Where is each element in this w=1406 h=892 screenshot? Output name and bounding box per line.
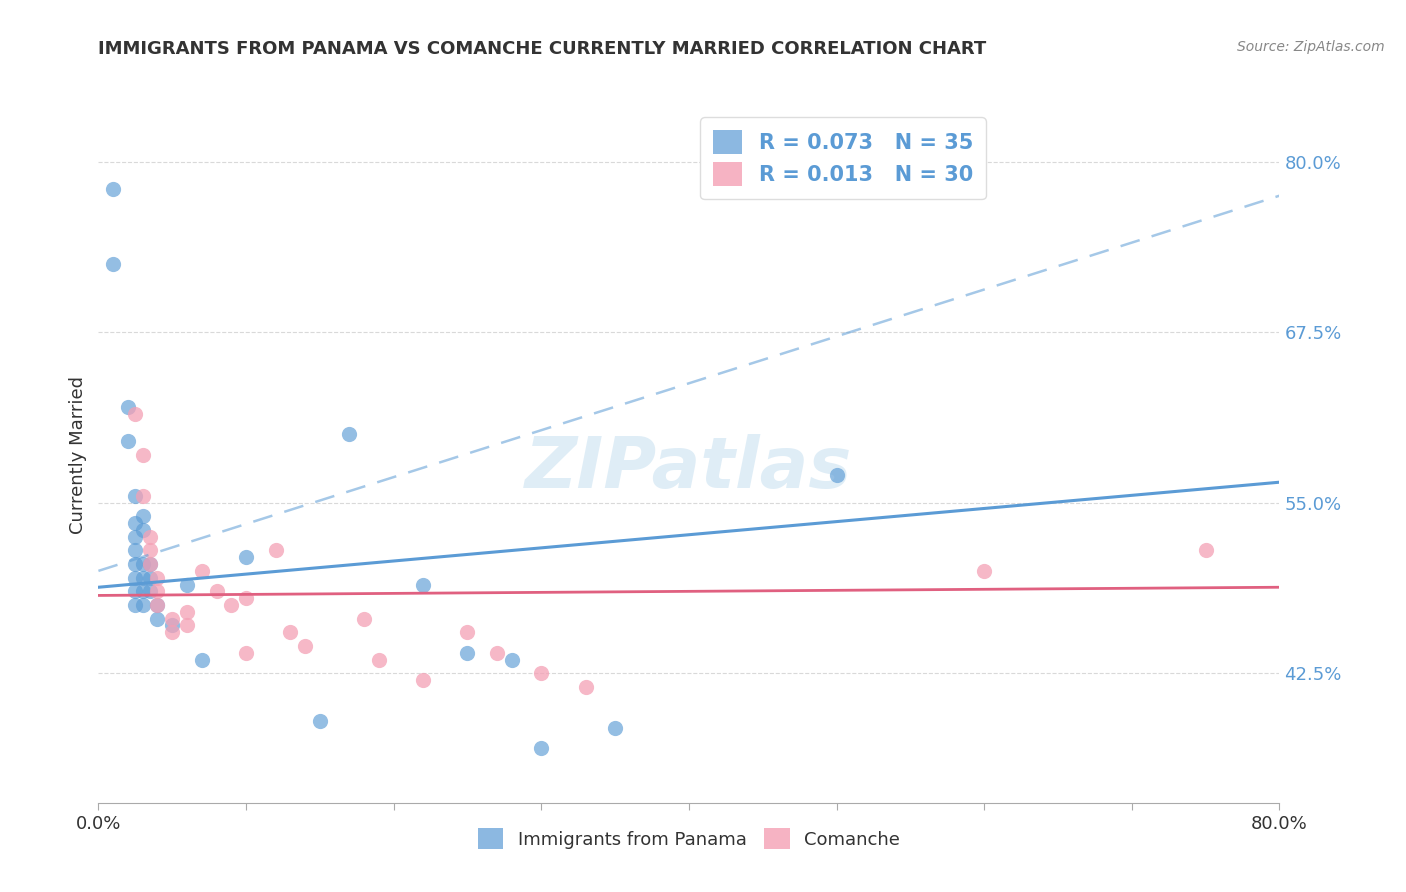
Point [124, 407, 146, 421]
Point [139, 571, 162, 585]
Y-axis label: Currently Married: Currently Married [69, 376, 87, 534]
Point [162, 625, 183, 640]
Point [368, 652, 391, 666]
Point [124, 489, 146, 503]
Point [530, 741, 553, 756]
Point [530, 666, 553, 681]
Point [1195, 543, 1218, 558]
Point [486, 646, 509, 660]
Point [176, 605, 198, 619]
Point [132, 509, 155, 524]
Point [176, 618, 198, 632]
Point [309, 714, 332, 728]
Point [825, 468, 848, 483]
Point [146, 598, 169, 612]
Point [103, 182, 125, 196]
Point [139, 584, 162, 599]
Point [353, 612, 375, 626]
Point [132, 557, 155, 571]
Point [205, 584, 228, 599]
Point [132, 571, 155, 585]
Point [139, 543, 162, 558]
Point [219, 598, 242, 612]
Point [235, 591, 257, 606]
Point [339, 427, 360, 442]
Point [605, 721, 627, 735]
Text: ZIPatlas: ZIPatlas [526, 434, 852, 503]
Point [146, 571, 169, 585]
Point [574, 680, 596, 694]
Point [117, 400, 139, 414]
Point [501, 652, 523, 666]
Point [176, 577, 198, 591]
Point [264, 543, 287, 558]
Text: Source: ZipAtlas.com: Source: ZipAtlas.com [1237, 40, 1385, 54]
Point [162, 612, 183, 626]
Point [191, 652, 214, 666]
Point [139, 557, 162, 571]
Point [412, 673, 434, 687]
Point [124, 584, 146, 599]
Point [132, 448, 155, 462]
Point [456, 625, 478, 640]
Point [456, 646, 478, 660]
Point [162, 618, 183, 632]
Point [139, 557, 162, 571]
Point [146, 612, 169, 626]
Point [132, 584, 155, 599]
Point [124, 557, 146, 571]
Point [146, 584, 169, 599]
Point [235, 550, 257, 565]
Legend: Immigrants from Panama, Comanche: Immigrants from Panama, Comanche [471, 822, 907, 856]
Point [139, 530, 162, 544]
Point [124, 543, 146, 558]
Point [294, 639, 316, 653]
Point [191, 564, 214, 578]
Point [124, 598, 146, 612]
Point [124, 571, 146, 585]
Point [132, 523, 155, 537]
Point [146, 598, 169, 612]
Point [973, 564, 995, 578]
Point [124, 530, 146, 544]
Point [412, 577, 434, 591]
Point [103, 257, 125, 271]
Point [124, 516, 146, 530]
Point [235, 646, 257, 660]
Point [117, 434, 139, 449]
Text: IMMIGRANTS FROM PANAMA VS COMANCHE CURRENTLY MARRIED CORRELATION CHART: IMMIGRANTS FROM PANAMA VS COMANCHE CURRE… [98, 40, 987, 58]
Point [278, 625, 302, 640]
Point [132, 598, 155, 612]
Point [132, 489, 155, 503]
